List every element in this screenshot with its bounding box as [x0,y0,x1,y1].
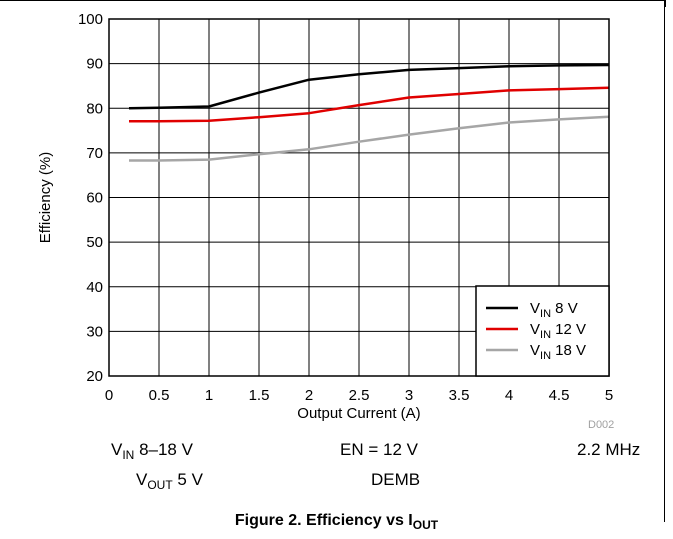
y-tick-label: 40 [86,279,103,296]
vout-symbol: V [136,470,148,489]
y-tick-label: 60 [86,190,103,207]
vin-subscript: IN [122,448,135,462]
series-line [129,115,610,162]
caption-subscript: OUT [412,518,439,532]
legend-label-value: 18 V [551,342,586,359]
vout-condition: VOUT 5 V [136,470,203,492]
figure-caption: Figure 2. Efficiency vs IOUT [0,512,673,532]
series-lines [128,63,610,162]
caption-text: Figure 2. Efficiency vs I [234,512,413,529]
y-tick-label: 70 [86,145,103,162]
series-line [129,86,610,123]
x-tick-label: 3 [405,387,413,404]
series-line [128,63,610,110]
y-tick-label: 50 [86,234,103,251]
legend-box [475,285,610,377]
legend-label-symbol: V [530,342,540,359]
x-tick-label: 1 [205,387,213,404]
x-tick-label: 3.5 [449,387,470,404]
figure-code: D002 [588,419,615,431]
figure-frame-top [0,0,666,7]
x-tick-label: 2 [305,387,313,404]
x-tick-label: 2.5 [349,387,370,404]
legend-label-subscript: IN [540,350,551,362]
x-tick-labels: 0 0.5 1 1.5 2 2.5 3 3.5 4 4.5 5 [105,387,613,404]
y-axis-label: Efficiency (%) [37,152,54,243]
legend-label: VIN 18 V [530,342,586,362]
legend-label-subscript: IN [540,308,551,320]
legend-label: VIN 8 V [530,300,578,320]
y-tick-label: 20 [86,368,103,385]
legend-label-value: 8 V [551,300,578,317]
plot-border [108,18,610,377]
vin-value: 8–18 V [134,440,193,459]
x-tick-label: 0.5 [149,387,170,404]
legend-label: VIN 12 V [530,321,586,341]
legend-label-symbol: V [530,300,540,317]
vin-symbol: V [111,440,123,459]
x-tick-label: 4.5 [549,387,570,404]
vout-value: 5 V [172,470,203,489]
x-axis-label: Output Current (A) [297,405,420,422]
x-tick-label: 0 [105,387,113,404]
x-tick-label: 5 [605,387,613,404]
figure-frame-right [664,0,665,522]
enable-condition: EN = 12 V [340,440,418,459]
mode-condition: DEMB [371,470,421,489]
frequency-condition: 2.2 MHz [577,440,641,459]
vout-subscript: OUT [147,478,173,492]
legend-label-symbol: V [530,321,540,338]
legend-label-subscript: IN [540,329,551,341]
legend-label-value: 12 V [551,321,586,338]
y-tick-label: 100 [78,11,103,28]
y-tick-label: 80 [86,100,103,117]
x-tick-label: 1.5 [249,387,270,404]
x-tick-label: 4 [505,387,513,404]
y-tick-label: 30 [86,323,103,340]
y-tick-label: 90 [86,56,103,73]
vin-range-condition: VIN 8–18 V [111,440,193,462]
y-tick-labels: 20 30 40 50 60 70 80 90 100 [78,11,103,385]
